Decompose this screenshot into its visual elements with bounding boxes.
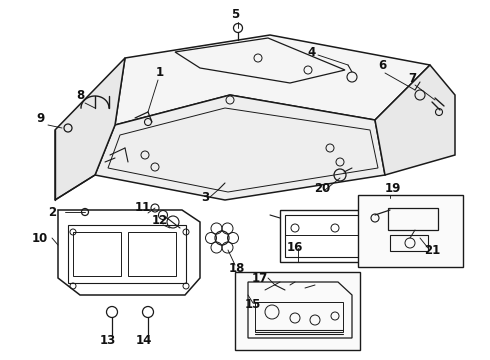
Polygon shape bbox=[115, 35, 430, 125]
Text: 8: 8 bbox=[76, 89, 84, 102]
Text: 7: 7 bbox=[408, 72, 416, 85]
Text: 21: 21 bbox=[424, 243, 440, 257]
Text: 17: 17 bbox=[252, 271, 268, 284]
Text: 1: 1 bbox=[156, 66, 164, 78]
Text: 10: 10 bbox=[32, 231, 48, 244]
Text: 5: 5 bbox=[231, 8, 239, 21]
Text: 14: 14 bbox=[136, 333, 152, 346]
Bar bbox=[73, 232, 121, 276]
Bar bbox=[358, 195, 463, 267]
Text: 18: 18 bbox=[229, 261, 245, 274]
Text: 2: 2 bbox=[48, 206, 56, 219]
Polygon shape bbox=[375, 65, 455, 175]
Text: 12: 12 bbox=[152, 213, 168, 226]
Text: 19: 19 bbox=[385, 181, 401, 194]
Text: 16: 16 bbox=[287, 240, 303, 253]
Text: 6: 6 bbox=[378, 59, 386, 72]
Bar bbox=[285, 215, 363, 257]
Bar bbox=[255, 302, 343, 332]
Text: 20: 20 bbox=[314, 181, 330, 194]
Text: 11: 11 bbox=[135, 201, 151, 213]
Bar bbox=[235, 272, 360, 350]
Bar bbox=[280, 210, 368, 262]
Text: 15: 15 bbox=[245, 298, 261, 311]
Bar bbox=[390, 235, 428, 251]
Text: 3: 3 bbox=[201, 190, 209, 203]
Bar bbox=[388, 208, 438, 230]
Text: 4: 4 bbox=[308, 45, 316, 59]
Polygon shape bbox=[55, 58, 125, 200]
Bar bbox=[68, 225, 186, 283]
Bar bbox=[128, 232, 176, 276]
Text: 9: 9 bbox=[36, 112, 44, 125]
Polygon shape bbox=[95, 95, 385, 200]
Text: 13: 13 bbox=[100, 333, 116, 346]
